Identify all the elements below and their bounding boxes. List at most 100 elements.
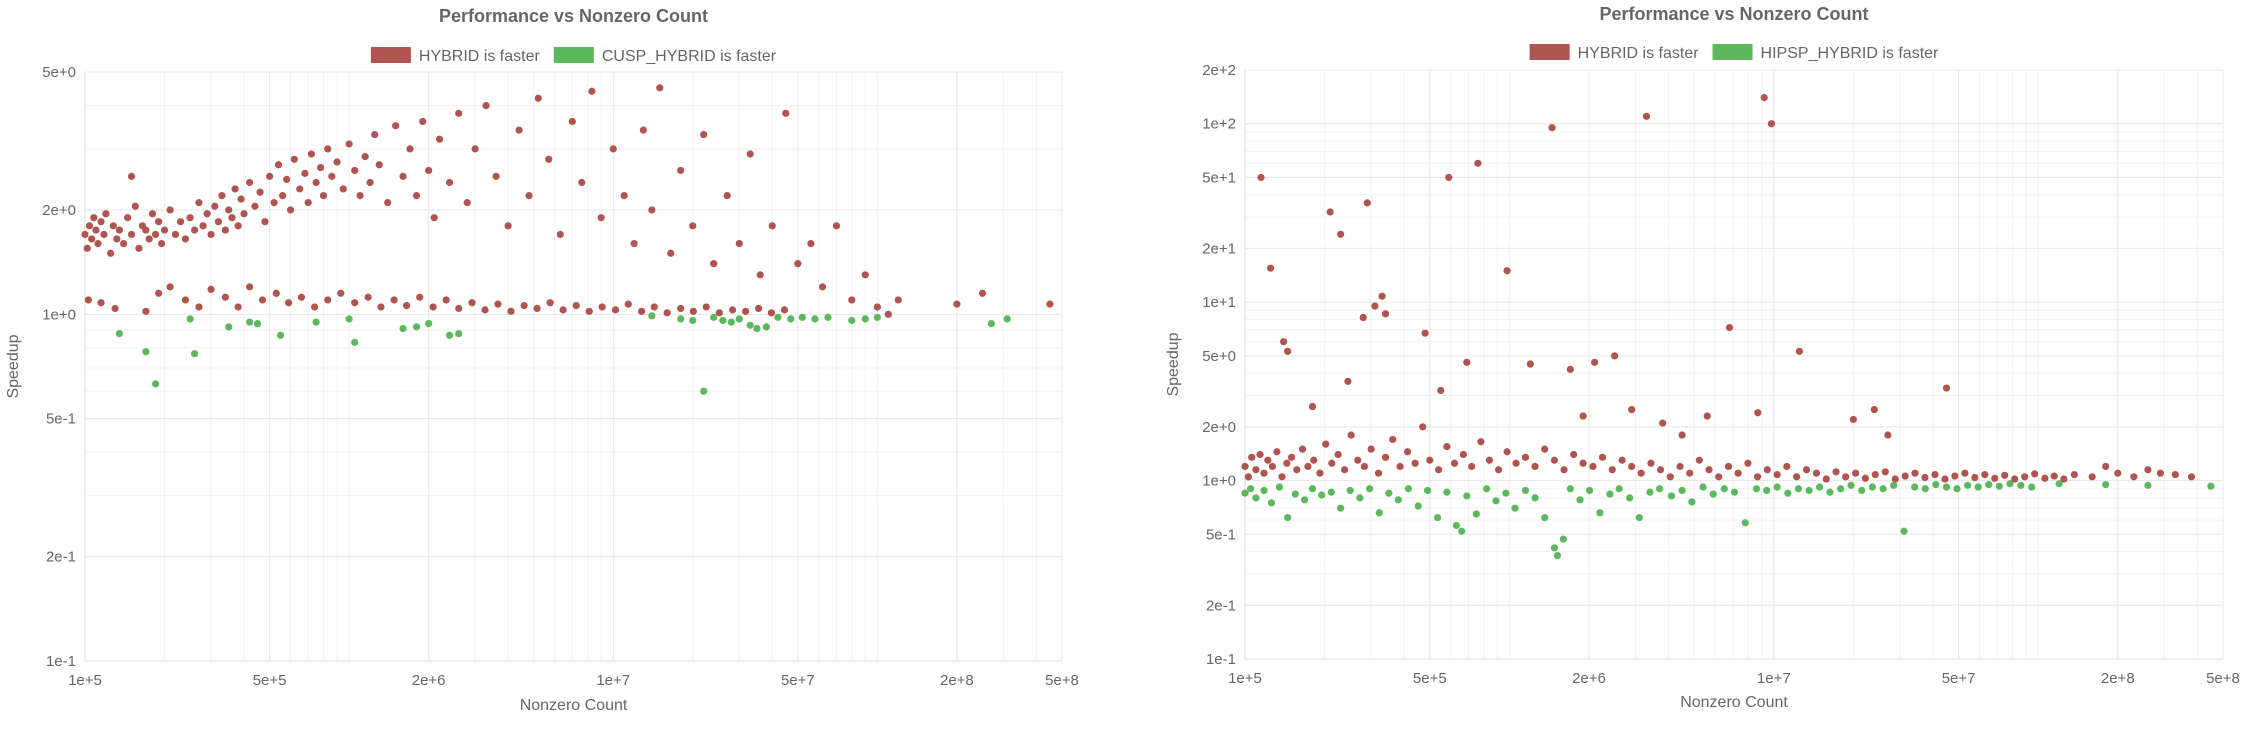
data-point[interactable] (1637, 469, 1645, 477)
data-point[interactable] (723, 192, 731, 200)
data-point[interactable] (195, 303, 203, 311)
data-point[interactable] (1318, 491, 1326, 499)
data-point[interactable] (1252, 494, 1260, 502)
data-point[interactable] (1752, 485, 1761, 493)
data-point[interactable] (630, 239, 638, 248)
data-point[interactable] (1763, 466, 1771, 474)
data-point[interactable] (127, 230, 136, 239)
data-point[interactable] (142, 226, 150, 234)
data-point[interactable] (412, 323, 421, 331)
data-point[interactable] (1724, 462, 1733, 471)
data-point[interactable] (2144, 481, 2152, 489)
data-point[interactable] (151, 230, 160, 239)
data-point[interactable] (1244, 473, 1252, 481)
data-point[interactable] (1971, 473, 1979, 482)
data-point[interactable] (507, 307, 515, 315)
data-point[interactable] (482, 101, 490, 110)
data-point[interactable] (425, 320, 433, 328)
data-point[interactable] (1503, 448, 1511, 456)
data-point[interactable] (861, 315, 869, 323)
data-point[interactable] (1861, 474, 1869, 482)
data-point[interactable] (1334, 450, 1342, 459)
data-point[interactable] (2171, 471, 2179, 479)
data-point[interactable] (1964, 481, 1972, 489)
data-point[interactable] (218, 192, 226, 200)
data-point[interactable] (1468, 462, 1476, 471)
data-point[interactable] (1256, 450, 1264, 459)
data-point[interactable] (455, 329, 463, 338)
data-point[interactable] (767, 309, 776, 317)
data-point[interactable] (1458, 527, 1466, 535)
data-point[interactable] (1419, 423, 1427, 431)
data-point[interactable] (1531, 462, 1539, 471)
data-point[interactable] (435, 135, 444, 143)
data-point[interactable] (650, 303, 658, 311)
data-point[interactable] (1802, 466, 1811, 474)
data-point[interactable] (753, 324, 761, 333)
data-point[interactable] (1283, 459, 1291, 467)
data-point[interactable] (1911, 469, 1919, 477)
data-point[interactable] (1666, 473, 1674, 481)
data-point[interactable] (142, 348, 150, 356)
data-point[interactable] (1287, 453, 1296, 461)
data-point[interactable] (1767, 120, 1776, 128)
data-point[interactable] (762, 323, 770, 331)
data-point[interactable] (272, 289, 280, 297)
data-point[interactable] (848, 316, 856, 325)
data-point[interactable] (2088, 473, 2096, 481)
data-point[interactable] (1337, 230, 1345, 238)
data-point[interactable] (468, 299, 476, 307)
data-point[interactable] (1974, 483, 1982, 491)
data-point[interactable] (455, 109, 463, 117)
data-point[interactable] (258, 296, 267, 304)
data-point[interactable] (251, 202, 259, 210)
data-point[interactable] (371, 130, 379, 139)
data-point[interactable] (1686, 469, 1694, 477)
data-point[interactable] (1404, 485, 1413, 493)
data-point[interactable] (1366, 485, 1374, 493)
data-point[interactable] (1328, 459, 1336, 467)
data-point[interactable] (1805, 486, 1813, 495)
data-point[interactable] (648, 312, 656, 320)
data-point[interactable] (109, 222, 117, 230)
data-point[interactable] (1526, 360, 1534, 368)
data-point[interactable] (1378, 292, 1386, 300)
data-point[interactable] (1494, 466, 1503, 474)
data-point[interactable] (81, 230, 89, 239)
data-point[interactable] (1815, 483, 1824, 491)
data-point[interactable] (1344, 377, 1352, 385)
data-point[interactable] (1656, 466, 1665, 474)
data-point[interactable] (297, 293, 306, 301)
data-point[interactable] (312, 178, 320, 187)
data-point[interactable] (1890, 481, 1898, 489)
data-point[interactable] (1267, 499, 1276, 507)
data-point[interactable] (304, 199, 312, 207)
data-point[interactable] (83, 244, 91, 252)
data-point[interactable] (861, 271, 869, 279)
data-point[interactable] (1763, 486, 1771, 495)
data-point[interactable] (1678, 486, 1686, 495)
data-point[interactable] (1437, 386, 1445, 395)
legend-item[interactable]: HIPSP_HYBRID is faster (1712, 44, 1940, 62)
data-point[interactable] (1241, 489, 1249, 497)
data-point[interactable] (1734, 469, 1742, 477)
data-point[interactable] (88, 235, 96, 243)
data-point[interactable] (94, 239, 102, 248)
data-point[interactable] (689, 307, 697, 315)
data-point[interactable] (1647, 459, 1655, 467)
data-point[interactable] (1942, 384, 1951, 392)
data-point[interactable] (1884, 431, 1892, 439)
data-point[interactable] (1347, 431, 1355, 439)
data-point[interactable] (520, 301, 528, 310)
data-point[interactable] (1360, 462, 1369, 471)
data-point[interactable] (181, 235, 190, 243)
data-point[interactable] (1985, 480, 1993, 489)
data-point[interactable] (1443, 488, 1451, 496)
data-point[interactable] (1598, 453, 1607, 461)
data-point[interactable] (1411, 459, 1419, 467)
legend-item[interactable]: HYBRID is faster (370, 47, 541, 65)
data-point[interactable] (351, 299, 359, 307)
data-point[interactable] (2102, 480, 2110, 489)
data-point[interactable] (1995, 482, 2003, 490)
data-point[interactable] (246, 178, 254, 187)
